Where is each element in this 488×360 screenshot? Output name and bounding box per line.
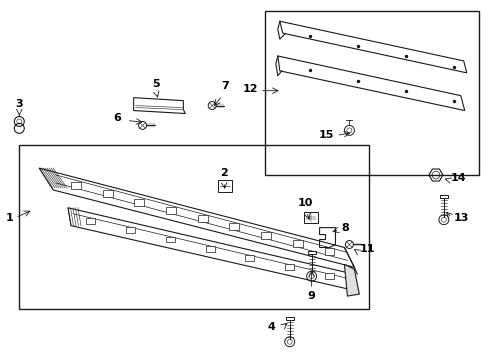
Bar — [303, 212, 317, 223]
Bar — [86, 218, 95, 224]
Bar — [261, 231, 270, 239]
Text: 4: 4 — [267, 322, 275, 332]
Bar — [218, 180, 232, 192]
Text: 9: 9 — [307, 291, 315, 301]
Text: 5: 5 — [151, 79, 159, 89]
Bar — [102, 190, 112, 197]
Text: 7: 7 — [221, 81, 228, 91]
Text: 13: 13 — [453, 213, 468, 223]
Text: 12: 12 — [242, 84, 257, 94]
Text: 15: 15 — [319, 130, 334, 140]
Polygon shape — [344, 264, 359, 296]
Bar — [71, 182, 81, 189]
Bar — [285, 264, 294, 270]
Text: 14: 14 — [450, 173, 466, 183]
Bar — [197, 215, 207, 222]
Bar — [205, 246, 214, 252]
Text: 8: 8 — [341, 222, 348, 233]
Text: 2: 2 — [220, 168, 227, 178]
Bar — [264, 11, 478, 175]
Bar — [285, 317, 293, 320]
Bar — [126, 227, 135, 233]
Bar — [134, 199, 144, 206]
Text: 10: 10 — [297, 198, 313, 208]
Bar — [325, 274, 333, 279]
Text: 3: 3 — [16, 99, 23, 109]
Bar — [307, 251, 315, 255]
Bar — [292, 240, 302, 247]
Text: 1: 1 — [5, 213, 13, 223]
Text: 11: 11 — [359, 244, 374, 255]
Bar — [324, 248, 334, 255]
Bar — [166, 207, 176, 214]
Bar — [229, 223, 239, 230]
Text: 6: 6 — [113, 113, 121, 123]
Bar — [19, 145, 368, 309]
Bar — [439, 195, 447, 198]
Bar — [165, 237, 175, 243]
Bar — [245, 255, 254, 261]
